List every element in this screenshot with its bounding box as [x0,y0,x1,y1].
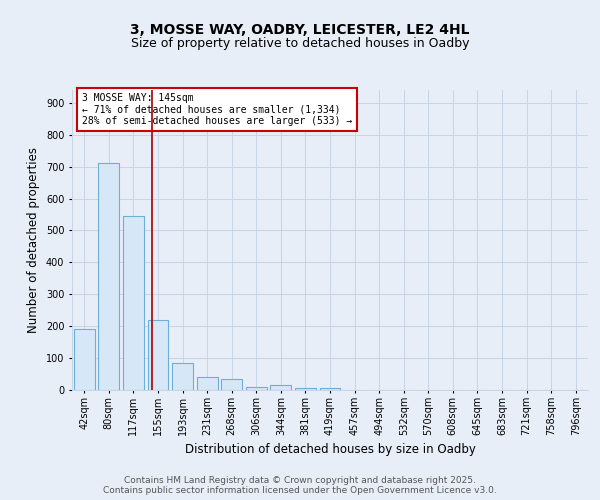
Bar [98,164,119,390]
Bar [271,385,292,390]
Y-axis label: Number of detached properties: Number of detached properties [28,147,40,333]
Text: Contains HM Land Registry data © Crown copyright and database right 2025.
Contai: Contains HM Land Registry data © Crown c… [103,476,497,495]
X-axis label: Distribution of detached houses by size in Oadby: Distribution of detached houses by size … [185,444,475,456]
Bar [197,377,218,390]
Bar [246,387,267,390]
Text: Size of property relative to detached houses in Oadby: Size of property relative to detached ho… [131,38,469,51]
Bar [148,320,169,390]
Bar [74,330,95,390]
Bar [172,363,193,390]
Bar [295,388,316,390]
Bar [320,388,340,390]
Text: 3, MOSSE WAY, OADBY, LEICESTER, LE2 4HL: 3, MOSSE WAY, OADBY, LEICESTER, LE2 4HL [130,22,470,36]
Text: 3 MOSSE WAY: 145sqm
← 71% of detached houses are smaller (1,334)
28% of semi-det: 3 MOSSE WAY: 145sqm ← 71% of detached ho… [82,93,353,126]
Bar [123,216,144,390]
Bar [221,379,242,390]
